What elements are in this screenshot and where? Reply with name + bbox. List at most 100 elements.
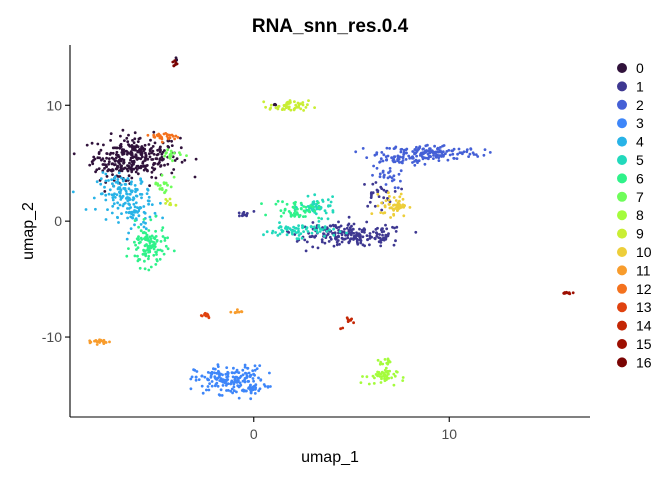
- point-cluster-6: [295, 211, 299, 215]
- point-cluster-4: [131, 210, 135, 214]
- point-cluster-5: [278, 221, 281, 225]
- point-cluster-1: [393, 226, 396, 230]
- point-cluster-0: [120, 169, 124, 173]
- point-cluster-4: [161, 216, 165, 220]
- point-cluster-9: [264, 105, 267, 109]
- point-cluster-4: [104, 193, 108, 197]
- point-cluster-3: [215, 381, 219, 385]
- point-cluster-10: [402, 214, 406, 218]
- point-cluster-2: [393, 186, 397, 190]
- point-cluster-1: [414, 230, 418, 234]
- point-cluster-7: [166, 148, 170, 152]
- point-cluster-3: [213, 367, 217, 371]
- point-cluster-2: [420, 153, 423, 156]
- point-cluster-5: [278, 232, 282, 236]
- point-cluster-0: [159, 164, 163, 167]
- point-cluster-10: [392, 213, 396, 217]
- point-cluster-5: [314, 205, 318, 208]
- point-cluster-7: [178, 151, 181, 155]
- point-cluster-4: [130, 190, 134, 194]
- point-cluster-2: [442, 144, 446, 147]
- point-cluster-2: [405, 151, 408, 155]
- point-cluster-9: [262, 100, 266, 104]
- point-cluster-1: [352, 222, 356, 226]
- point-cluster-10: [399, 192, 403, 196]
- point-cluster-12: [170, 133, 174, 137]
- point-cluster-6: [296, 207, 299, 211]
- point-cluster-1: [305, 240, 309, 244]
- point-cluster-5: [262, 233, 265, 237]
- point-cluster-0: [130, 145, 134, 149]
- point-cluster-3: [247, 387, 250, 390]
- point-cluster-3: [243, 365, 247, 369]
- point-cluster-1: [355, 239, 359, 243]
- point-cluster-2: [432, 157, 435, 161]
- point-cluster-1: [368, 200, 372, 204]
- point-cluster-2: [399, 150, 403, 154]
- point-cluster-0: [113, 163, 117, 166]
- point-cluster-2: [455, 157, 459, 161]
- point-cluster-6: [283, 207, 287, 211]
- point-cluster-2: [411, 156, 415, 160]
- point-cluster-0: [162, 157, 165, 161]
- point-cluster-1: [336, 239, 340, 242]
- point-cluster-5: [301, 226, 304, 230]
- point-cluster-2: [388, 147, 391, 150]
- legend-key-0: [617, 63, 627, 73]
- point-cluster-10: [376, 204, 380, 208]
- point-cluster-2: [394, 145, 398, 149]
- point-cluster-8: [393, 374, 397, 378]
- point-cluster-4: [94, 207, 97, 211]
- point-cluster-5: [305, 226, 309, 230]
- point-cluster-6: [146, 237, 150, 241]
- point-cluster-5: [277, 226, 281, 230]
- point-cluster-0: [128, 161, 131, 165]
- point-cluster-6: [317, 201, 320, 205]
- point-cluster-2: [379, 157, 383, 161]
- legend-key-9: [617, 228, 627, 239]
- point-cluster-3: [189, 377, 193, 381]
- legend-key-15: [617, 339, 627, 349]
- legend-key-1: [617, 81, 627, 92]
- point-cluster-8: [384, 366, 388, 370]
- point-cluster-4: [147, 195, 151, 199]
- point-cluster-6: [297, 215, 301, 219]
- point-cluster-8: [388, 369, 391, 373]
- point-cluster-2: [427, 149, 430, 153]
- point-cluster-0: [139, 165, 143, 169]
- point-cluster-9: [166, 199, 169, 203]
- point-cluster-3: [192, 368, 196, 372]
- point-cluster-1: [382, 196, 386, 200]
- point-cluster-4: [120, 176, 123, 180]
- point-cluster-11: [102, 338, 106, 342]
- point-cluster-5: [293, 226, 297, 230]
- point-cluster-6: [133, 254, 137, 258]
- point-cluster-3: [226, 378, 230, 381]
- point-cluster-12: [174, 134, 178, 138]
- point-cluster-0: [151, 166, 154, 170]
- point-cluster-15: [563, 291, 567, 294]
- point-cluster-0: [127, 164, 131, 168]
- point-cluster-4: [123, 182, 127, 186]
- y-tick-label: 10: [46, 97, 62, 113]
- point-cluster-2: [385, 146, 389, 150]
- point-cluster-6: [311, 205, 315, 209]
- point-cluster-1: [379, 244, 383, 248]
- point-cluster-0: [142, 164, 145, 168]
- point-cluster-3: [197, 378, 201, 381]
- point-cluster-0: [145, 164, 149, 167]
- point-cluster-1: [380, 187, 384, 191]
- point-cluster-0: [147, 143, 151, 146]
- point-cluster-0: [156, 152, 160, 156]
- point-cluster-1: [395, 225, 399, 229]
- point-cluster-4: [131, 198, 135, 202]
- point-cluster-6: [137, 225, 141, 229]
- point-cluster-11: [102, 342, 106, 345]
- point-cluster-4: [116, 178, 120, 181]
- point-cluster-2: [372, 164, 375, 168]
- point-cluster-6: [154, 250, 158, 254]
- point-cluster-4: [104, 179, 108, 183]
- point-cluster-0: [158, 160, 161, 164]
- point-cluster-6: [148, 249, 152, 253]
- point-cluster-6: [159, 240, 163, 243]
